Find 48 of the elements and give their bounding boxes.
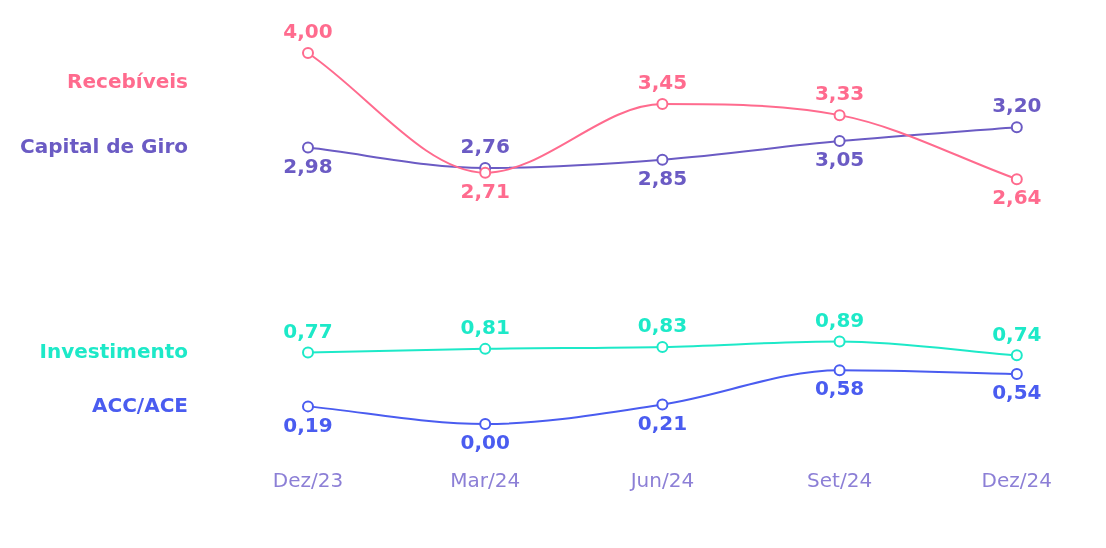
data-label: 2,98 — [283, 153, 333, 178]
point — [1010, 349, 1023, 362]
point — [833, 109, 846, 122]
point — [656, 98, 669, 111]
data-label: 0,77 — [283, 318, 333, 343]
x-tick-label: Dez/24 — [981, 468, 1052, 493]
point — [656, 153, 669, 166]
point — [479, 342, 492, 355]
data-label: 0,00 — [460, 430, 510, 455]
data-label: 3,20 — [992, 93, 1042, 118]
point — [302, 346, 314, 359]
data-label: 0,54 — [992, 380, 1042, 405]
point — [479, 418, 492, 430]
point — [656, 341, 669, 354]
data-label: 0,83 — [637, 313, 688, 338]
data-label: 0,19 — [283, 412, 333, 437]
x-tick-label: Set/24 — [807, 468, 873, 493]
point — [1010, 367, 1023, 380]
data-label: 3,33 — [814, 81, 865, 106]
point — [479, 166, 492, 179]
point — [833, 364, 846, 377]
point — [833, 335, 846, 348]
point — [302, 47, 314, 59]
data-label: 2,64 — [992, 185, 1042, 210]
point — [1010, 121, 1023, 134]
data-label: 0,81 — [460, 315, 510, 340]
data-label: 2,71 — [460, 178, 510, 203]
point — [1010, 173, 1023, 186]
data-label: 3,45 — [637, 70, 688, 95]
x-tick-label: Dez/23 — [272, 468, 344, 493]
point — [302, 141, 314, 154]
data-label: 0,74 — [992, 321, 1042, 346]
point — [833, 135, 846, 148]
point — [656, 398, 669, 411]
data-label: 3,05 — [814, 147, 865, 172]
text: Investimento — [39, 338, 188, 363]
data-label: 0,89 — [814, 307, 865, 332]
data-label: 4,00 — [283, 19, 333, 44]
text: ACC/ACE — [92, 392, 188, 417]
data-label: 2,85 — [637, 165, 688, 190]
data-label: 0,58 — [814, 376, 865, 401]
data-label: 2,76 — [460, 134, 510, 159]
text: Recebíveis — [67, 69, 188, 94]
x-tick-label: Mar/24 — [450, 468, 521, 493]
data-label: 0,21 — [637, 410, 688, 435]
text: Capital de Giro — [20, 133, 188, 158]
point — [302, 400, 314, 413]
x-tick-label: Jun/24 — [628, 468, 695, 493]
